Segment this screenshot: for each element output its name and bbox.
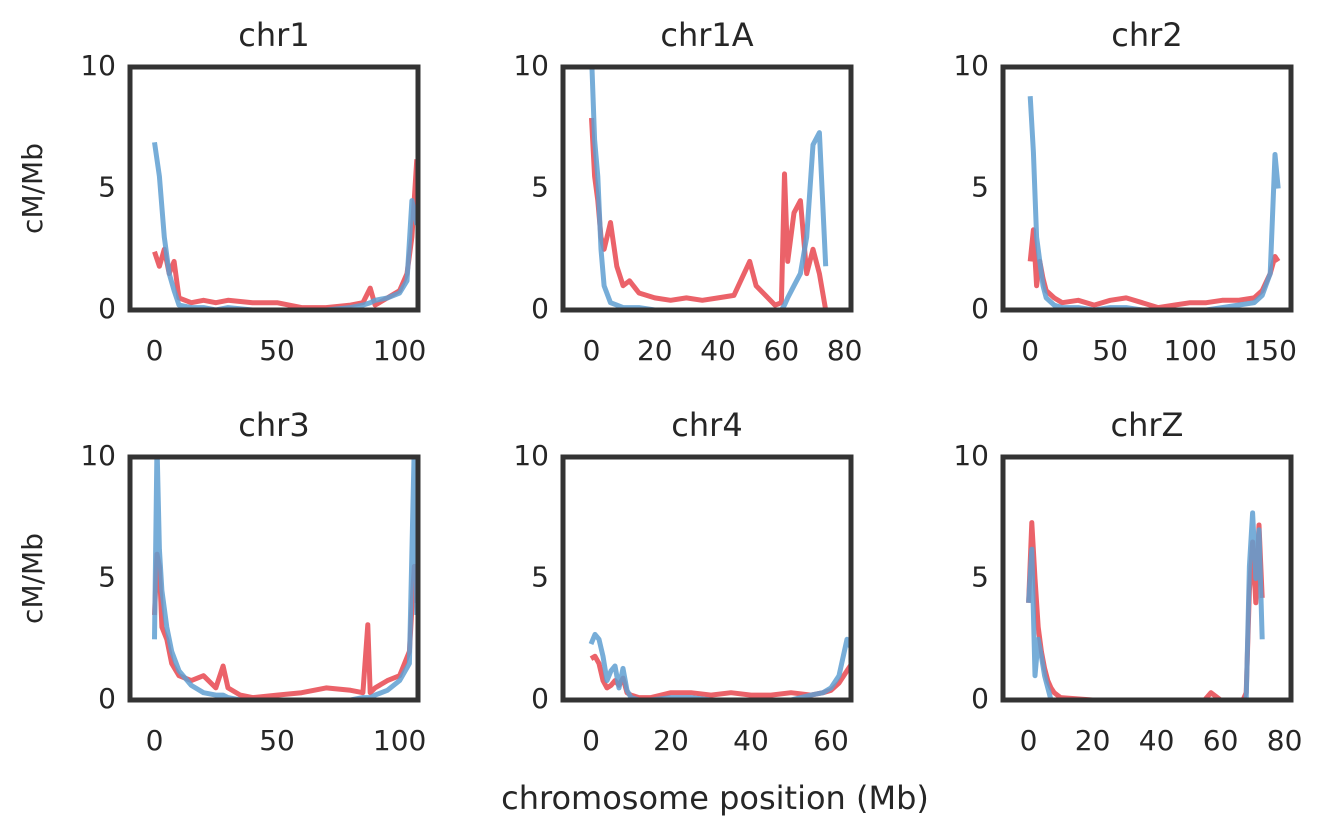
x-tick-label: 50 (259, 334, 295, 367)
panel-title: chr1A (660, 16, 753, 54)
y-tick-label: 0 (971, 682, 989, 715)
plot-frame (127, 64, 421, 313)
data-line (152, 457, 418, 700)
x-axis-label: chromosome position (Mb) (501, 779, 929, 817)
data-line (1027, 96, 1281, 310)
y-tick-label: 10 (953, 49, 989, 82)
y-tick-label: 10 (513, 49, 549, 82)
y-tick-label: 5 (98, 171, 116, 204)
x-tick-label: 50 (1092, 334, 1128, 367)
plot-frame (127, 454, 421, 703)
x-tick-label: 150 (1243, 334, 1296, 367)
data-line (152, 551, 418, 700)
panel-title: chr2 (1111, 16, 1182, 54)
plot-frame (560, 64, 854, 313)
data-line (1027, 227, 1281, 310)
x-tick-label: 0 (146, 724, 164, 757)
x-tick-label: 0 (1020, 724, 1038, 757)
x-tick-label: 0 (582, 724, 600, 757)
plot-frame (1000, 64, 1294, 313)
x-tick-label: 80 (827, 334, 863, 367)
panel-title: chr3 (238, 406, 309, 444)
y-tick-label: 10 (80, 439, 116, 472)
y-axis-label: cM/Mb (16, 143, 49, 234)
data-line (588, 631, 851, 700)
x-tick-label: 20 (637, 334, 673, 367)
data-line (589, 117, 829, 310)
x-tick-label: 20 (653, 724, 689, 757)
x-tick-label: 50 (259, 724, 295, 757)
data-line (152, 141, 418, 310)
x-tick-label: 0 (583, 334, 601, 367)
y-tick-label: 5 (98, 561, 116, 594)
y-tick-label: 0 (531, 682, 549, 715)
x-tick-label: 100 (373, 334, 426, 367)
data-line (589, 67, 829, 310)
x-tick-label: 100 (1163, 334, 1216, 367)
x-tick-label: 80 (1267, 724, 1303, 757)
x-tick-label: 40 (1139, 724, 1175, 757)
panel-title: chr1 (238, 16, 309, 54)
y-tick-label: 5 (531, 171, 549, 204)
x-tick-label: 40 (700, 334, 736, 367)
y-tick-label: 10 (80, 49, 116, 82)
x-tick-label: 100 (373, 724, 426, 757)
y-tick-label: 5 (531, 561, 549, 594)
x-tick-label: 0 (146, 334, 164, 367)
y-tick-label: 10 (513, 439, 549, 472)
data-line (1026, 520, 1265, 700)
plot-frame (1000, 454, 1294, 703)
x-tick-label: 60 (764, 334, 800, 367)
y-axis-label: cM/Mb (16, 533, 49, 624)
y-tick-label: 0 (531, 292, 549, 325)
panel-title: chrZ (1111, 406, 1184, 444)
y-tick-label: 5 (971, 171, 989, 204)
y-tick-label: 0 (971, 292, 989, 325)
y-tick-label: 10 (953, 439, 989, 472)
x-tick-label: 0 (1021, 334, 1039, 367)
x-tick-label: 60 (1203, 724, 1239, 757)
plot-frame (560, 454, 854, 703)
data-line (1026, 510, 1265, 700)
y-tick-label: 0 (98, 292, 116, 325)
data-line (152, 159, 418, 310)
x-tick-label: 60 (813, 724, 849, 757)
y-tick-label: 5 (971, 561, 989, 594)
x-tick-label: 20 (1075, 724, 1111, 757)
panel-title: chr4 (671, 406, 742, 444)
x-tick-label: 40 (733, 724, 769, 757)
y-tick-label: 0 (98, 682, 116, 715)
